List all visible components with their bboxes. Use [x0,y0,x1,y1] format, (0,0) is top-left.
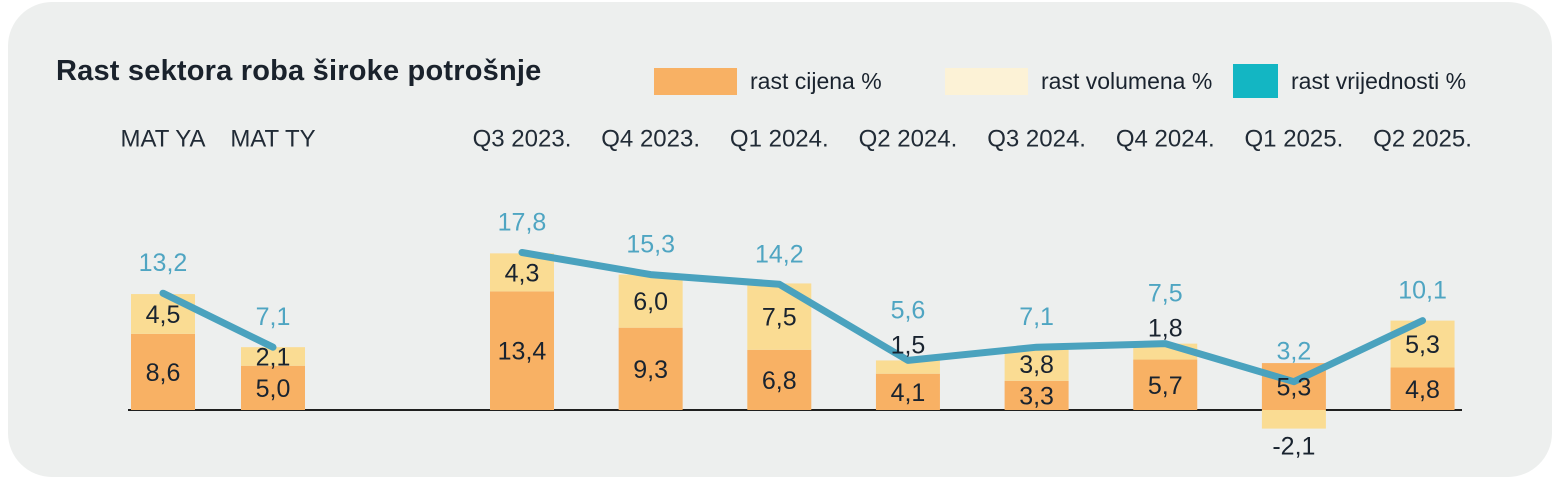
value-growth-label: 13,2 [139,249,188,277]
category-label: MAT TY [230,126,315,153]
legend-item-value: rast vrijednosti % [1233,62,1466,100]
value-growth-line [518,249,1427,386]
volume-bar-segment [241,347,305,366]
volume-value-label: 1,5 [891,331,926,359]
chart-card: Rast sektora roba široke potrošnje rast … [8,2,1552,477]
price-bar-segment [490,291,554,410]
value-growth-label: 14,2 [755,240,804,268]
price-bar-segment [875,373,940,410]
value-growth-label: 7,1 [256,303,291,331]
volume-value-label: -2,1 [1272,433,1315,461]
price-value-label: 4,1 [891,379,926,407]
category-label: MAT YA [121,126,206,153]
category-label: Q2 2025. [1373,126,1472,153]
legend-label-price: rast cijena % [750,67,882,94]
price-bar-segment [1004,380,1069,410]
volume-value-label: 2,1 [256,343,291,371]
volume-value-label: 5,3 [1405,331,1440,359]
value-growth-line [159,289,277,351]
price-value-label: 9,3 [633,356,668,384]
category-label: Q4 2024. [1116,126,1215,153]
price-bar-segment [1133,359,1198,410]
legend-label-volume: rast volumena % [1041,67,1213,94]
value-growth-label: 3,2 [1277,338,1312,366]
price-value-label: 5,3 [1277,374,1312,402]
value-growth-label: 17,8 [498,208,547,236]
price-value-label: 8,6 [146,359,181,387]
volume-value-label: 7,5 [762,304,797,332]
price-value-label: 6,8 [762,367,797,395]
volume-value-label: 4,5 [146,301,181,329]
price-value-label: 5,7 [1148,372,1183,400]
volume-value-label: 1,8 [1148,315,1183,343]
category-label: Q1 2025. [1245,126,1344,153]
chart-area: MAT YA MAT TY Q3 2023. Q4 2023. Q1 2024. Q2 2… [121,126,1472,461]
volume-color-swatch [945,67,1028,95]
value-growth-label: 5,6 [891,296,926,324]
value-color-swatch [1233,64,1278,98]
volume-bar-segment [618,274,683,328]
legend-label-value: rast vrijednosti % [1291,67,1467,94]
price-color-swatch [654,67,737,95]
volume-value-label: 4,3 [505,259,540,287]
price-bar-segment [1390,367,1455,410]
price-bar-segment [618,327,683,410]
price-value-label: 3,3 [1019,382,1054,410]
category-label: Q3 2024. [987,126,1086,153]
category-label: Q3 2023. [473,126,572,153]
category-label: Q2 2024. [859,126,958,153]
chart-title: Rast sektora roba široke potrošnje [56,55,542,87]
category-label: Q4 2023. [601,126,700,153]
price-bar-segment [131,333,195,410]
volume-bar-segment-negative [1261,410,1326,429]
volume-bar-segment [875,360,940,374]
price-bar-segment [747,349,812,410]
value-growth-label: 7,5 [1148,280,1183,308]
price-value-label: 13,4 [498,338,547,366]
price-bar-segment [241,365,305,410]
value-growth-label: 10,1 [1398,277,1447,305]
value-growth-label: 15,3 [626,231,675,259]
price-value-label: 5,0 [256,375,291,403]
volume-value-label: 3,8 [1019,351,1054,379]
volume-value-label: 6,0 [633,288,668,316]
legend-item-price: rast cijena % [654,62,882,100]
category-label: Q1 2024. [730,126,829,153]
price-value-label: 4,8 [1405,376,1440,404]
value-growth-label: 7,1 [1019,303,1054,331]
legend-item-volume: rast volumena % [945,62,1212,100]
